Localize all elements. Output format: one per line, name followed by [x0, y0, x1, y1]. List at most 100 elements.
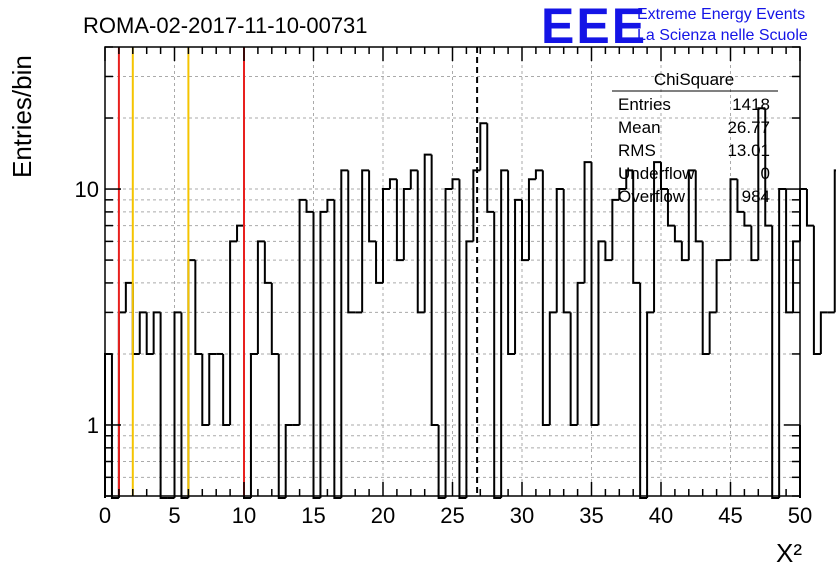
histogram-bin: [458, 179, 467, 499]
histogram-bin: [340, 169, 349, 498]
histogram-bin: [145, 312, 154, 355]
histogram-bin: [514, 198, 522, 354]
histogram-bin: [708, 311, 717, 354]
histogram-bin: [104, 352, 112, 498]
histogram-bin: [152, 311, 161, 354]
reference-lines: [117, 47, 479, 496]
histogram-bin: [437, 424, 446, 499]
histogram-bin: [604, 241, 613, 262]
histogram-bin: [201, 353, 210, 426]
stats-value-underflow: 0: [761, 164, 770, 183]
eee-logo-line2: La Scienza nelle Scuole: [637, 27, 808, 44]
histogram-bin: [263, 241, 272, 284]
histogram-bin: [382, 188, 390, 283]
histogram-bin: [229, 240, 238, 425]
x-tick-label: 0: [99, 503, 111, 528]
x-tick-label: 50: [788, 503, 812, 528]
histogram-bin: [333, 199, 342, 499]
histogram-bin: [305, 199, 314, 213]
histogram-bin: [611, 198, 620, 261]
histogram-bin: [187, 259, 196, 498]
histogram-bin: [479, 122, 488, 171]
histogram-bin: [548, 311, 557, 425]
histogram-bin: [117, 311, 126, 498]
x-tick-label: 20: [371, 503, 395, 528]
histogram-bin: [639, 282, 648, 499]
histogram-bin: [792, 240, 800, 313]
histogram-bin: [632, 170, 641, 284]
stats-label-underflow: Underflow: [618, 164, 695, 183]
histogram-bin: [430, 154, 439, 426]
histogram-bin: [521, 199, 529, 262]
histogram-bin: [243, 225, 251, 499]
stats-title: ChiSquare: [654, 70, 734, 89]
histogram-bin: [284, 423, 293, 498]
histogram-bin: [423, 153, 432, 313]
histogram-bin: [409, 169, 418, 190]
y-tick-label: 1: [87, 413, 99, 438]
histogram-bin: [486, 123, 495, 213]
stats-label-entries: Entries: [618, 95, 671, 114]
stats-box: ChiSquare Entries 1418 Mean 26.77 RMS 13…: [612, 70, 778, 206]
stats-label-overflow: Overflow: [618, 187, 686, 206]
histogram-bin: [173, 311, 182, 498]
histogram-bin: [819, 311, 828, 354]
histogram-bin: [110, 353, 119, 499]
histogram-bin: [138, 311, 147, 354]
grid-lines: [105, 46, 800, 497]
histogram-bin: [465, 240, 474, 498]
histogram-bin: [249, 352, 258, 498]
eee-logo: EEE: [541, 0, 647, 54]
x-tick-label: 45: [718, 503, 742, 528]
histogram-bin: [312, 211, 321, 499]
histogram-bin: [493, 211, 502, 499]
histogram-bin: [764, 108, 773, 227]
histogram-bin: [597, 240, 606, 425]
histogram-bin: [507, 170, 516, 355]
stats-label-rms: RMS: [618, 141, 656, 160]
histogram-bin: [222, 353, 231, 426]
histogram-bin: [799, 188, 807, 242]
histogram-bin: [812, 225, 821, 355]
histogram-bin: [361, 169, 370, 313]
x-tick-label: 35: [579, 503, 603, 528]
histogram-bin: [298, 198, 307, 425]
histogram-bin: [270, 282, 279, 355]
histogram-bin: [729, 178, 738, 261]
x-tick-label: 15: [301, 503, 325, 528]
histogram-bin: [347, 170, 356, 314]
histogram-bin: [778, 188, 787, 498]
histogram-bin: [534, 169, 543, 180]
histogram-bin: [660, 162, 668, 191]
histogram-bin: [625, 169, 634, 190]
eee-logo-line1: Extreme Energy Events: [637, 6, 805, 23]
y-tick-label: 10: [75, 177, 99, 202]
histogram-bin: [208, 352, 217, 425]
histogram-bin: [194, 260, 203, 355]
histogram-bin: [646, 311, 655, 498]
histogram-bin: [159, 312, 168, 499]
histogram-bin: [833, 169, 836, 313]
x-tick-label: 40: [649, 503, 673, 528]
histogram-bin: [444, 188, 453, 498]
histogram-bin: [673, 225, 682, 243]
histogram-bin: [701, 241, 710, 355]
histogram-bin: [562, 189, 571, 314]
histogram-bin: [618, 188, 627, 200]
stats-value-overflow: 984: [742, 187, 770, 206]
histogram-bin: [124, 281, 133, 313]
histogram-bin: [256, 240, 265, 354]
stats-value-mean: 26.77: [727, 118, 770, 137]
histogram-bin: [653, 161, 661, 313]
histogram-bin: [583, 161, 592, 283]
histogram-bin: [771, 225, 780, 499]
histogram-bin: [785, 189, 794, 314]
histogram-bin: [451, 178, 460, 190]
histogram-bin: [757, 107, 766, 261]
histogram-steps: [104, 107, 836, 499]
histogram-bin: [805, 189, 814, 227]
histogram-bin: [666, 189, 675, 227]
histogram-bin: [750, 225, 759, 262]
histogram-bin: [402, 188, 411, 261]
